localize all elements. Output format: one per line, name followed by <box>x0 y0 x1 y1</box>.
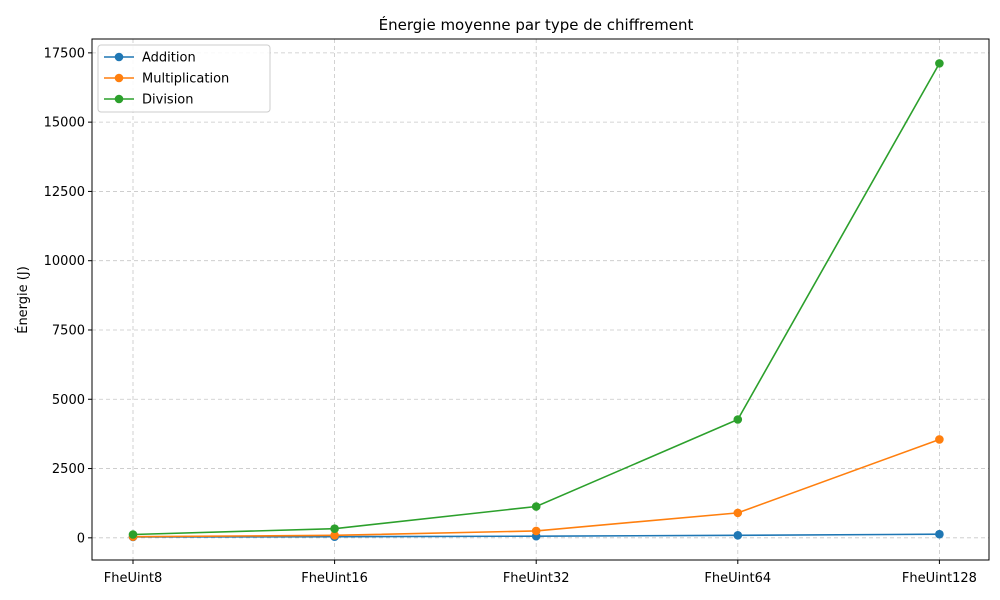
series-group <box>128 59 944 542</box>
x-tick-label: FheUint128 <box>902 571 977 586</box>
x-axis: FheUint8 FheUint16 FheUint32 FheUint64 FheUi… <box>104 560 977 586</box>
plot-area <box>91 38 990 561</box>
data-point-addition <box>733 531 743 540</box>
data-point-division <box>935 59 944 68</box>
x-tick-label: FheUint32 <box>503 571 570 586</box>
y-tick-label: 5000 <box>52 393 85 408</box>
legend-item-multiplication: Multiplication <box>104 72 229 87</box>
y-axis: 0 2500 5000 7500 10000 12500 15000 17500 <box>44 46 92 546</box>
legend-box <box>97 44 271 113</box>
legend-label: Multiplication <box>142 72 229 87</box>
y-tick-label: 15000 <box>44 116 85 131</box>
x-tick-label: FheUint64 <box>704 571 771 586</box>
series-division <box>128 59 944 539</box>
legend-label: Addition <box>142 51 196 66</box>
x-tick-label: FheUint8 <box>104 571 162 586</box>
grid <box>92 39 989 560</box>
y-tick-label: 0 <box>77 531 85 546</box>
data-point-division <box>531 502 541 511</box>
data-point-division <box>733 415 743 424</box>
y-tick-label: 7500 <box>52 323 85 338</box>
chart-title: Énergie moyenne par type de chiffrement <box>379 15 694 34</box>
legend-marker <box>114 52 124 62</box>
y-tick-label: 2500 <box>52 462 85 477</box>
y-tick-label: 10000 <box>44 254 85 269</box>
data-point-addition <box>935 529 944 539</box>
legend-marker <box>114 94 124 104</box>
y-tick-label: 17500 <box>44 46 85 61</box>
data-point-multiplication <box>935 435 944 444</box>
data-point-division <box>128 530 138 539</box>
x-tick-label: FheUint16 <box>301 571 368 586</box>
y-axis-label: Énergie (J) <box>15 266 31 334</box>
data-point-multiplication <box>531 526 541 536</box>
data-point-multiplication <box>733 508 743 518</box>
legend-label: Division <box>142 93 194 108</box>
legend-item-addition: Addition <box>104 51 196 66</box>
legend: Addition Multiplication Division <box>97 44 271 113</box>
data-point-multiplication <box>330 531 339 540</box>
series-multiplication <box>128 435 944 542</box>
y-tick-label: 12500 <box>44 185 85 200</box>
legend-marker <box>114 73 124 83</box>
data-point-division <box>330 524 339 533</box>
legend-item-division: Division <box>104 93 194 108</box>
